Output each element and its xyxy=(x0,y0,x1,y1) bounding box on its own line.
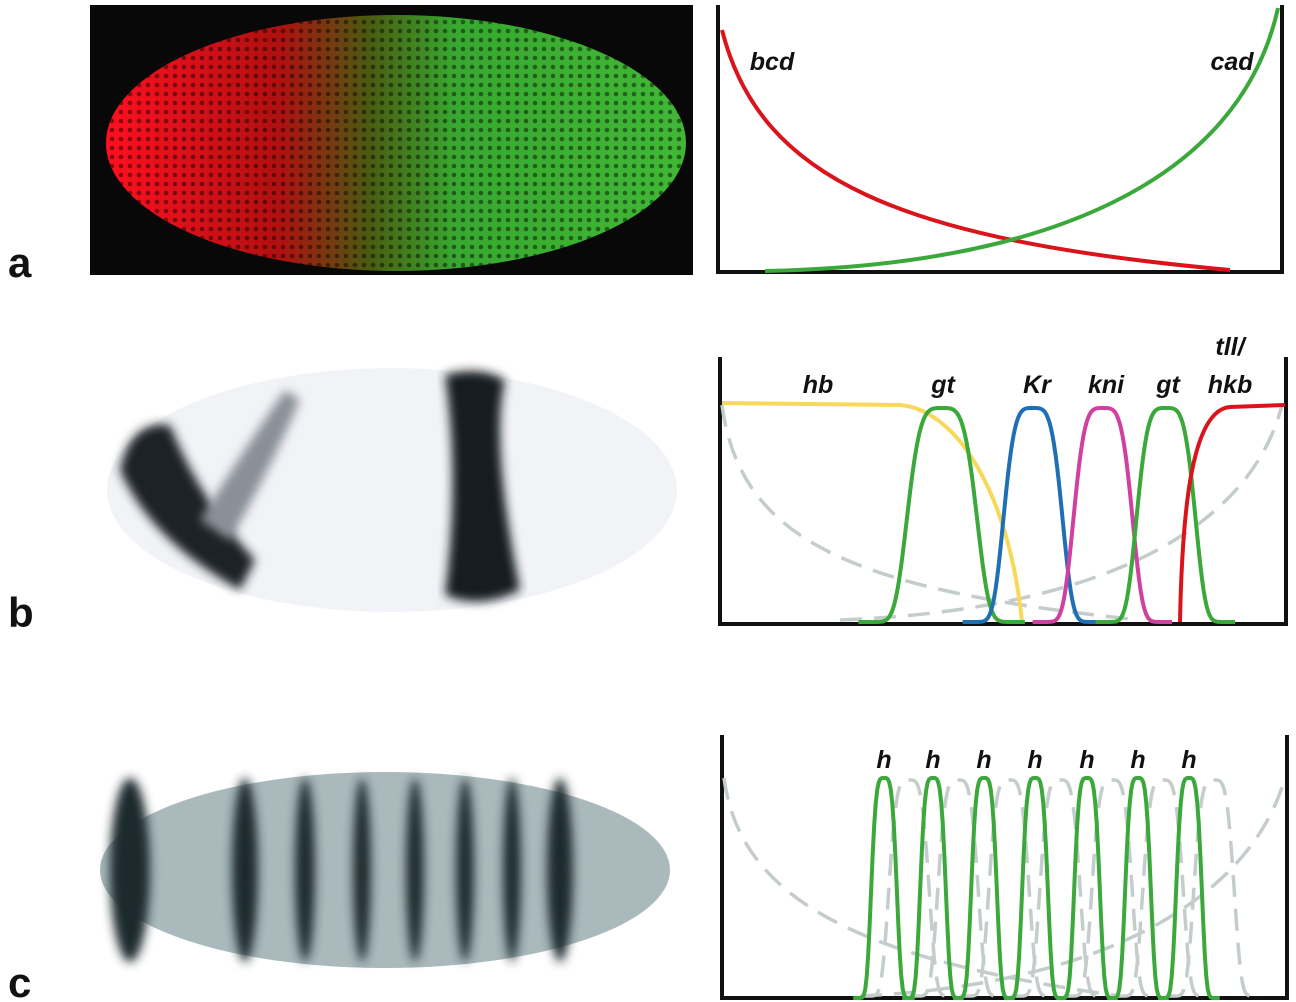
nuclei xyxy=(106,15,686,271)
panel-label: c xyxy=(8,959,31,1002)
gene-label: kni xyxy=(1088,371,1125,399)
embryo-c xyxy=(100,772,670,968)
gt-curve xyxy=(1095,406,1236,624)
stripe xyxy=(406,778,424,962)
gene-label: h xyxy=(1130,746,1145,774)
dashed xyxy=(909,778,1006,998)
panel-label: b xyxy=(8,589,34,636)
stripe xyxy=(456,778,474,962)
tll-curve xyxy=(1178,403,1286,623)
dashed xyxy=(1011,778,1108,998)
stripe xyxy=(353,778,371,962)
gene-label: gt xyxy=(1155,371,1181,399)
gene-label: h xyxy=(925,746,940,774)
gene-label: hkb xyxy=(1208,371,1252,399)
axis-b xyxy=(718,357,1288,626)
gene-label: Kr xyxy=(1023,371,1052,399)
h-curve xyxy=(1004,776,1066,1000)
h-curve xyxy=(902,776,964,1000)
h-curve xyxy=(1158,776,1220,1000)
stripe xyxy=(295,778,315,962)
stripe xyxy=(110,778,150,962)
dashed xyxy=(960,778,1057,998)
dashed xyxy=(1114,778,1211,998)
dashed xyxy=(1063,778,1160,998)
gene-label: h xyxy=(1027,746,1042,774)
gene-label: gt xyxy=(930,371,956,399)
stripe xyxy=(232,778,258,962)
gene-label: cad xyxy=(1210,48,1254,76)
dashed xyxy=(1165,778,1262,998)
kr-curve xyxy=(962,406,1103,624)
stripe xyxy=(503,778,521,962)
axis-a xyxy=(716,5,1284,274)
dashed xyxy=(860,778,957,998)
gene-label: h xyxy=(1079,746,1094,774)
panel-label: a xyxy=(8,239,32,286)
dashed xyxy=(859,777,1287,998)
kni-curve xyxy=(1032,406,1173,624)
hb-curve xyxy=(721,401,1024,623)
h-curve xyxy=(953,776,1015,1000)
gene-label: h xyxy=(876,746,891,774)
bcd-curve xyxy=(720,29,1231,272)
h-curve xyxy=(1107,776,1169,1000)
h-curve xyxy=(853,776,915,1000)
gt-curve xyxy=(858,406,1025,624)
h-curve xyxy=(1056,776,1118,1000)
dashed xyxy=(839,404,1284,622)
gene-label: h xyxy=(1181,746,1196,774)
cad-curve xyxy=(764,7,1280,273)
gene-label: tll/ xyxy=(1215,333,1247,361)
embryo-b xyxy=(107,368,677,612)
dashed xyxy=(722,777,1121,998)
stripe xyxy=(547,778,573,962)
gene-label: hb xyxy=(803,371,834,399)
dashed xyxy=(720,404,1141,622)
gene-label: bcd xyxy=(750,48,795,76)
gene-label: h xyxy=(976,746,991,774)
